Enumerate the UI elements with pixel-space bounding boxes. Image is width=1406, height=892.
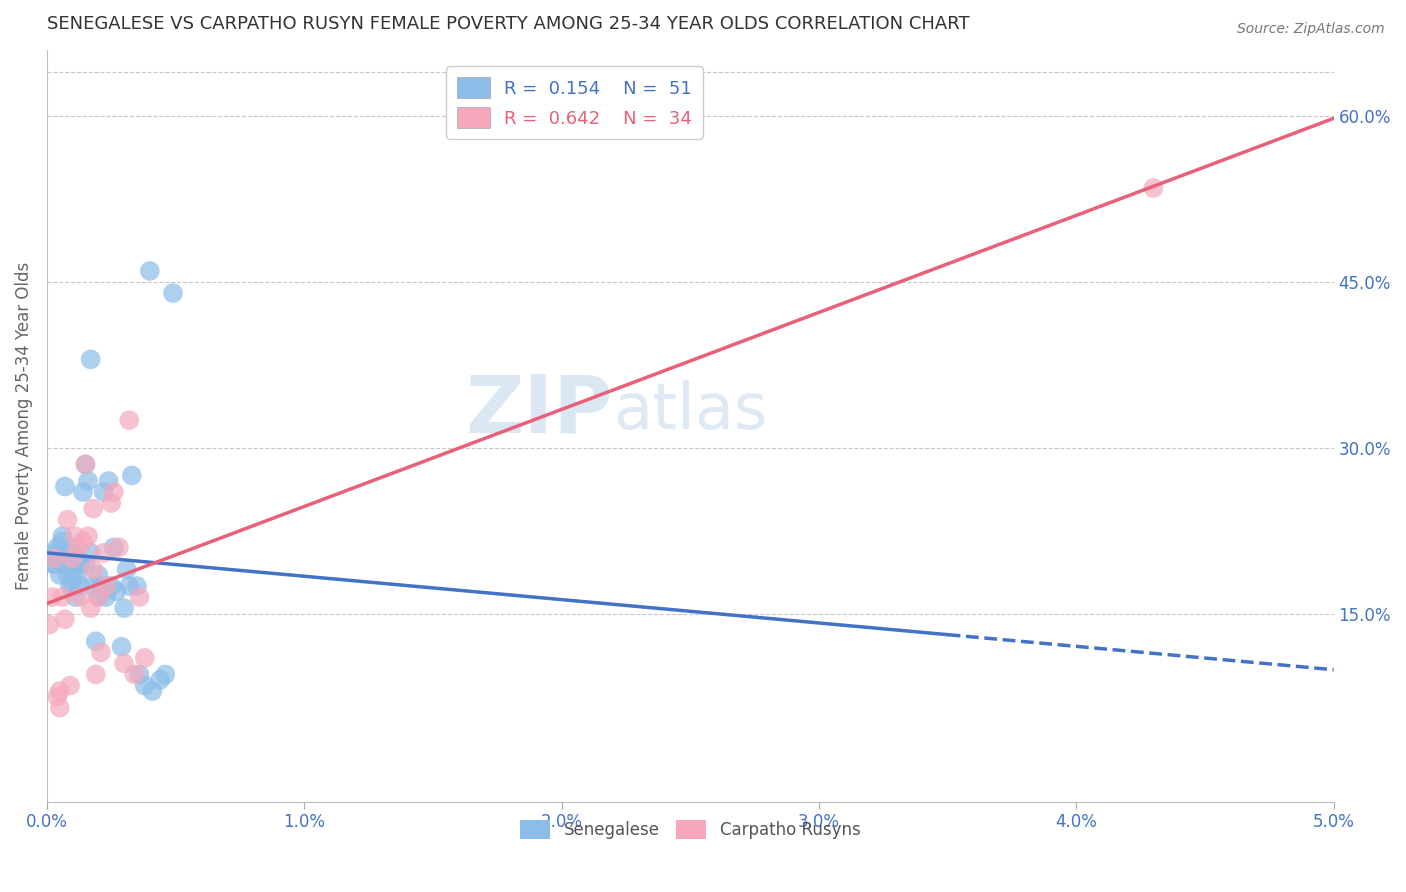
Point — [84, 634, 107, 648]
Point — [115, 562, 138, 576]
Point — [66, 551, 89, 566]
Point — [69, 579, 91, 593]
Point — [59, 678, 82, 692]
Point — [66, 568, 89, 582]
Point — [38, 617, 60, 632]
Point — [79, 546, 101, 560]
Point — [41, 557, 63, 571]
Point — [87, 590, 110, 604]
Point — [87, 590, 110, 604]
Point — [124, 667, 146, 681]
Point — [97, 474, 120, 488]
Point — [93, 485, 115, 500]
Point — [103, 485, 125, 500]
Point — [56, 513, 79, 527]
Point — [90, 579, 112, 593]
Point — [94, 590, 117, 604]
Point — [105, 584, 128, 599]
Point — [51, 529, 73, 543]
Point — [75, 458, 97, 472]
Point — [44, 557, 66, 571]
Point — [62, 551, 84, 566]
Point — [79, 352, 101, 367]
Point — [49, 684, 72, 698]
Point — [62, 579, 84, 593]
Point — [62, 568, 84, 582]
Point — [49, 568, 72, 582]
Point — [69, 590, 91, 604]
Text: SENEGALESE VS CARPATHO RUSYN FEMALE POVERTY AMONG 25-34 YEAR OLDS CORRELATION CH: SENEGALESE VS CARPATHO RUSYN FEMALE POVE… — [46, 15, 970, 33]
Point — [118, 579, 141, 593]
Point — [51, 534, 73, 549]
Point — [82, 562, 104, 576]
Point — [63, 590, 86, 604]
Point — [77, 529, 100, 543]
Point — [49, 700, 72, 714]
Point — [139, 264, 162, 278]
Point — [125, 579, 148, 593]
Point — [162, 286, 184, 301]
Text: atlas: atlas — [613, 380, 768, 442]
Point — [49, 551, 72, 566]
Point — [59, 579, 82, 593]
Text: ZIP: ZIP — [465, 372, 613, 450]
Point — [53, 557, 76, 571]
Point — [134, 651, 156, 665]
Point — [75, 458, 97, 472]
Point — [75, 557, 97, 571]
Point — [69, 557, 91, 571]
Point — [100, 496, 122, 510]
Point — [46, 541, 69, 555]
Point — [44, 546, 66, 560]
Point — [62, 541, 84, 555]
Point — [121, 468, 143, 483]
Point — [56, 546, 79, 560]
Point — [128, 667, 150, 681]
Point — [66, 541, 89, 555]
Y-axis label: Female Poverty Among 25-34 Year Olds: Female Poverty Among 25-34 Year Olds — [15, 261, 32, 590]
Point — [134, 678, 156, 692]
Point — [63, 529, 86, 543]
Point — [149, 673, 172, 687]
Point — [51, 590, 73, 604]
Point — [112, 601, 135, 615]
Point — [155, 667, 177, 681]
Point — [1142, 181, 1164, 195]
Point — [112, 657, 135, 671]
Point — [72, 485, 94, 500]
Point — [94, 579, 117, 593]
Point — [44, 551, 66, 566]
Point — [103, 541, 125, 555]
Point — [108, 541, 131, 555]
Point — [82, 501, 104, 516]
Point — [141, 684, 163, 698]
Point — [79, 601, 101, 615]
Point — [56, 568, 79, 582]
Point — [93, 546, 115, 560]
Text: Source: ZipAtlas.com: Source: ZipAtlas.com — [1237, 22, 1385, 37]
Point — [110, 640, 132, 654]
Point — [128, 590, 150, 604]
Point — [82, 579, 104, 593]
Point — [41, 590, 63, 604]
Legend: Senegalese, Carpatho Rusyns: Senegalese, Carpatho Rusyns — [513, 814, 868, 846]
Point — [87, 568, 110, 582]
Point — [90, 645, 112, 659]
Point — [100, 579, 122, 593]
Point — [53, 479, 76, 493]
Point — [77, 474, 100, 488]
Point — [53, 612, 76, 626]
Point — [72, 534, 94, 549]
Point — [118, 413, 141, 427]
Point — [84, 667, 107, 681]
Point — [46, 690, 69, 704]
